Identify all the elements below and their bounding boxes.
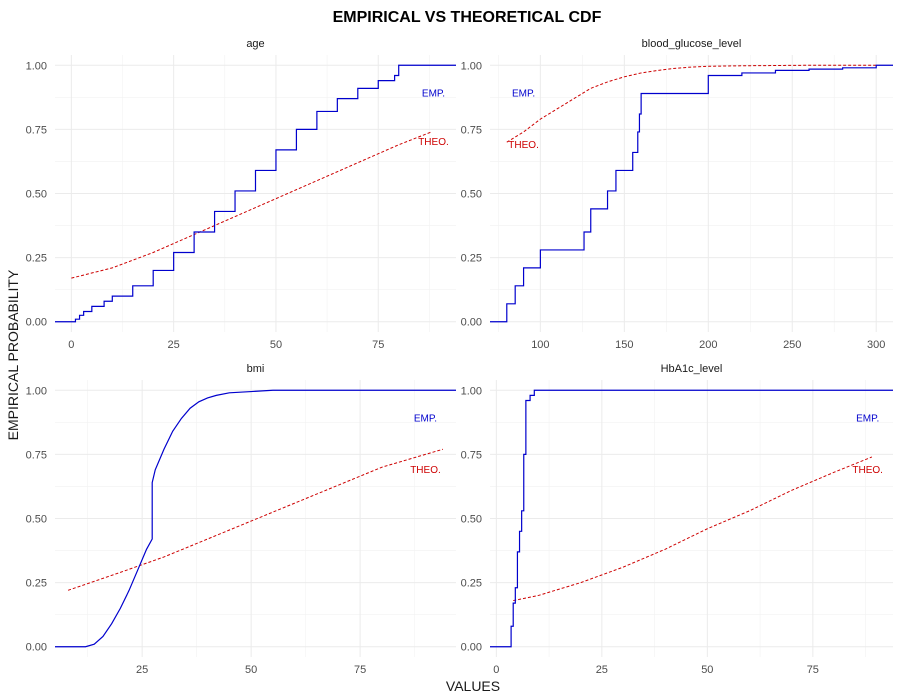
x-tick-label: 25 [168,339,180,351]
y-tick-label: 1.00 [461,60,482,72]
y-tick-label: 1.00 [26,60,47,72]
x-tick-label: 250 [783,339,801,351]
theoretical-cdf-line [67,448,444,591]
theoretical-cdf-line [513,456,873,602]
emp-label: EMP. [856,413,879,424]
panel-blood_glucose_level: blood_glucose_level 0.00 0.25 0.50 0.75 1.00 1… [461,38,893,351]
y-tick-label: 0.75 [26,449,47,461]
x-tick-label: 50 [701,664,713,676]
x-tick-label: 50 [245,664,257,676]
panel-strip-label: age [246,38,264,50]
y-tick-label: 0.25 [461,253,482,265]
panel-HbA1c_level: HbA1c_level 0.00 0.25 0.50 0.75 1.00 0 25 50 75 EM… [461,363,893,676]
x-tick-label: 50 [270,339,282,351]
panel-strip-label: bmi [247,363,265,375]
y-tick-label: 1.00 [461,385,482,397]
y-tick-label: 0.00 [26,642,47,654]
y-tick-label: 0.00 [26,317,47,329]
y-tick-label: 0.25 [26,253,47,265]
y-axis-title: EMPIRICAL PROBABILITY [5,269,21,440]
panel-bmi: bmi 0.00 0.25 0.50 0.75 1.00 25 50 75 EMP. THEO. [26,363,456,676]
chart-title: EMPIRICAL VS THEORETICAL CDF [333,9,602,26]
panel-strip-label: blood_glucose_level [642,38,742,50]
emp-label: EMP. [422,88,445,99]
x-tick-label: 0 [493,664,499,676]
empirical-cdf-line [490,64,893,323]
y-tick-label: 0.50 [461,189,482,201]
y-tick-label: 0.50 [26,189,47,201]
x-tick-label: 100 [531,339,549,351]
x-tick-label: 25 [136,664,148,676]
x-tick-label: 150 [615,339,633,351]
x-tick-label: 200 [699,339,717,351]
emp-label: EMP. [512,88,535,99]
theo-label: THEO. [508,140,539,151]
y-tick-label: 0.00 [461,642,482,654]
theo-label: THEO. [410,465,441,476]
panel-age: age 0.00 0.25 0.50 0.75 1.00 0 25 50 75 EMP. THEO. [26,38,456,351]
empirical-cdf-line [55,389,456,648]
empirical-cdf-line [55,64,456,323]
empirical-cdf-line [490,389,893,648]
x-axis-title: VALUES [446,678,500,694]
panel-strip-label: HbA1c_level [661,363,723,375]
x-tick-label: 0 [68,339,74,351]
theoretical-cdf-line [506,64,877,143]
y-tick-label: 0.25 [26,578,47,590]
y-tick-label: 0.25 [461,578,482,590]
theoretical-cdf-line [71,131,432,279]
y-tick-label: 1.00 [26,385,47,397]
x-tick-label: 300 [867,339,885,351]
x-tick-label: 75 [372,339,384,351]
theo-label: THEO. [418,137,449,148]
x-tick-label: 75 [354,664,366,676]
y-tick-label: 0.75 [26,124,47,136]
emp-label: EMP. [414,413,437,424]
theo-label: THEO. [852,465,883,476]
y-tick-label: 0.00 [461,317,482,329]
y-tick-label: 0.50 [26,514,47,526]
x-tick-label: 25 [596,664,608,676]
y-tick-label: 0.75 [461,124,482,136]
y-tick-label: 0.75 [461,449,482,461]
y-tick-label: 0.50 [461,514,482,526]
x-tick-label: 75 [807,664,819,676]
